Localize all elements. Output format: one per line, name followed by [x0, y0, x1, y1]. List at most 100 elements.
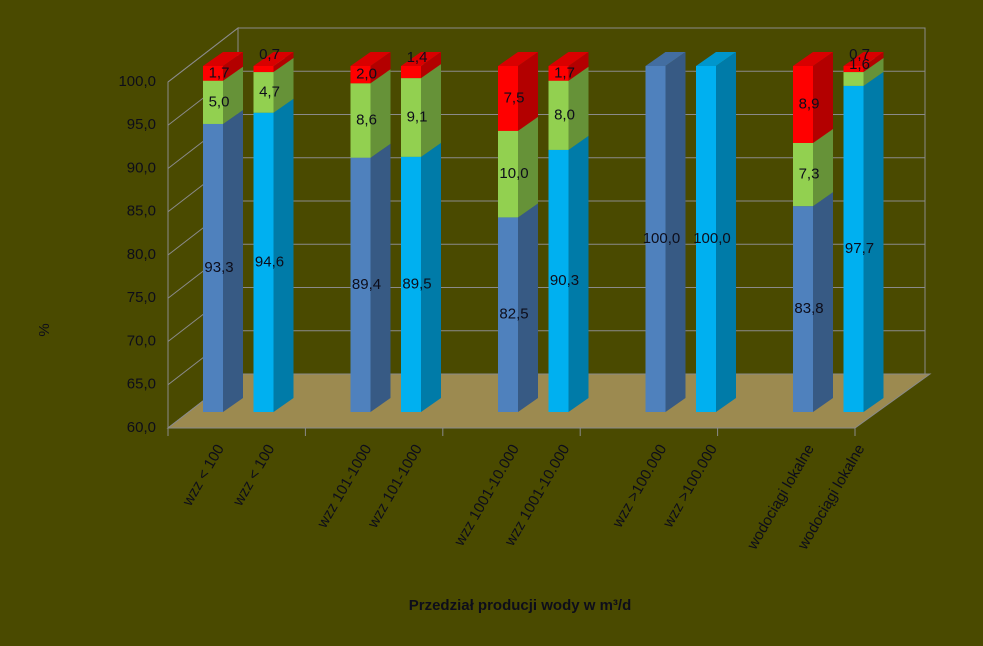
bar-side: [518, 203, 538, 412]
bar: [498, 130, 518, 218]
data-label: 1,7: [554, 64, 575, 81]
bar: [843, 85, 864, 413]
bar-top: [793, 52, 833, 66]
bar-top: [548, 52, 589, 66]
bar-side: [421, 52, 441, 79]
data-label: 10,0: [499, 165, 528, 182]
bar: [843, 72, 864, 86]
y-tick-label: 75,0: [127, 289, 156, 306]
data-label: 90,3: [550, 272, 579, 289]
bar-top: [350, 52, 391, 66]
bar: [203, 66, 223, 81]
bar: [350, 66, 371, 84]
bar-top: [401, 52, 441, 66]
bar: [498, 66, 518, 131]
bar: [548, 149, 569, 412]
data-label: 83,8: [794, 300, 823, 317]
y-tick-label: 100,0: [118, 73, 156, 90]
y-tick-label: 65,0: [127, 376, 156, 393]
y-tick-label: 70,0: [127, 332, 156, 349]
bar: [350, 83, 371, 158]
bar-top: [498, 52, 538, 66]
data-label: 1,7: [209, 64, 230, 81]
data-label: 100,0: [643, 230, 681, 247]
bar: [401, 78, 421, 157]
data-label: 8,6: [356, 111, 377, 128]
y-tick-label: 90,0: [127, 159, 156, 176]
x-axis-title: Przedział producji wody w m³/d: [409, 597, 632, 614]
bar-side: [421, 64, 441, 157]
data-label: 89,5: [402, 275, 431, 292]
data-label: 89,4: [352, 276, 381, 293]
bar-side: [370, 69, 391, 158]
bar: [350, 157, 371, 412]
bar: [401, 66, 421, 79]
y-tick-label: 80,0: [127, 246, 156, 263]
data-label: 97,7: [845, 240, 874, 257]
bar-side: [370, 52, 391, 84]
bar-side: [568, 52, 589, 81]
bar-top: [696, 52, 736, 66]
data-label: 4,7: [259, 83, 280, 100]
data-label: 0,7: [259, 46, 280, 63]
data-label: 100,0: [693, 230, 731, 247]
bar: [793, 142, 813, 207]
bar: [843, 66, 864, 73]
bar-side: [863, 71, 884, 413]
bar: [253, 72, 274, 113]
bar-side: [223, 66, 243, 124]
data-label: 0,7: [849, 46, 870, 63]
bar: [696, 66, 716, 412]
bar-side: [716, 52, 736, 412]
grid-line: [167, 27, 925, 83]
bar: [498, 217, 518, 412]
bar-top: [203, 52, 243, 66]
bar-side: [273, 98, 294, 413]
bar: [548, 66, 569, 81]
bar-side: [273, 58, 294, 113]
bar-side: [421, 142, 441, 412]
bar-side: [813, 128, 833, 207]
data-label: 7,3: [799, 166, 820, 183]
bar: [203, 123, 223, 412]
data-label: 94,6: [255, 253, 284, 270]
bar-top: [645, 52, 686, 66]
bar-side: [863, 52, 884, 73]
data-label: 8,9: [799, 95, 820, 112]
bar-side: [665, 52, 686, 412]
bar-top: [843, 52, 884, 66]
y-tick-label: 60,0: [127, 419, 156, 436]
bar-side: [223, 109, 243, 412]
bar-side: [518, 52, 538, 131]
data-label: 8,0: [554, 106, 575, 123]
data-label: 1,6: [849, 56, 870, 73]
bar-side: [223, 52, 243, 81]
data-label: 9,1: [407, 108, 428, 125]
bar: [548, 80, 569, 150]
y-tick-label: 95,0: [127, 116, 156, 133]
data-label: 93,3: [204, 259, 233, 276]
bar-side: [370, 143, 391, 412]
bar: [401, 156, 421, 412]
bar-top: [253, 52, 294, 66]
data-label: 7,5: [504, 89, 525, 106]
bar: [253, 66, 274, 73]
bar: [793, 206, 813, 412]
y-axis-title: %: [36, 323, 53, 336]
data-label: 5,0: [209, 93, 230, 110]
y-tick-label: 85,0: [127, 203, 156, 220]
bar-side: [273, 52, 294, 73]
bar-side: [518, 116, 538, 218]
bar-side: [813, 192, 833, 412]
data-label: 82,5: [499, 306, 528, 323]
bar-side: [568, 66, 589, 150]
bar: [645, 66, 666, 412]
bar: [203, 80, 223, 124]
bar-side: [813, 52, 833, 143]
data-label: 2,0: [356, 66, 377, 83]
bar-side: [863, 58, 884, 86]
data-label: 1,4: [407, 49, 428, 66]
